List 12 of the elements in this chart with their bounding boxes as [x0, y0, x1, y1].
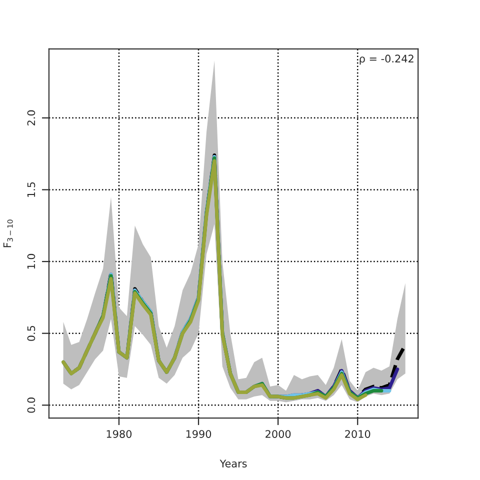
- y-axis-title: F$_{3−10}$: [3, 220, 13, 248]
- y-tick-label: 1.0: [27, 254, 36, 269]
- x-tick-label: 1990: [186, 430, 212, 438]
- y-tick-label: 0.5: [27, 326, 36, 341]
- x-tick-label: 2000: [266, 430, 291, 438]
- annotation: ρ = -0.242: [360, 54, 414, 65]
- y-tick-label: 1.5: [27, 182, 36, 197]
- x-tick-label: 1980: [106, 430, 132, 438]
- x-tick-label: 2010: [345, 430, 370, 438]
- x-axis-title: Years: [220, 460, 247, 468]
- y-tick-label: 0.0: [27, 398, 36, 413]
- y-tick-label: 2.0: [27, 110, 36, 126]
